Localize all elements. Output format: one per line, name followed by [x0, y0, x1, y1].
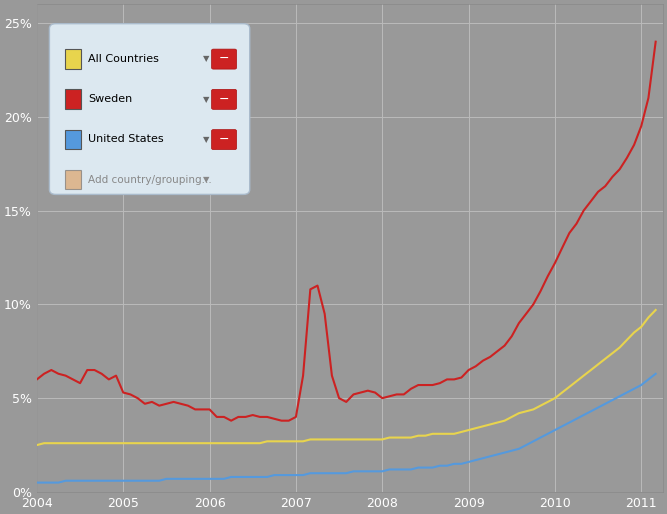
Text: −: −	[219, 133, 229, 146]
Text: −: −	[219, 93, 229, 105]
Text: ▼: ▼	[203, 95, 209, 104]
Text: United States: United States	[88, 134, 164, 144]
Text: ▼: ▼	[203, 54, 209, 63]
FancyBboxPatch shape	[211, 49, 237, 69]
FancyBboxPatch shape	[65, 89, 81, 109]
Text: Add country/grouping...: Add country/grouping...	[88, 175, 212, 185]
Text: ▼: ▼	[203, 135, 209, 144]
FancyBboxPatch shape	[211, 89, 237, 109]
Text: All Countries: All Countries	[88, 54, 159, 64]
FancyBboxPatch shape	[65, 170, 81, 189]
FancyBboxPatch shape	[65, 130, 81, 149]
Text: Sweden: Sweden	[88, 94, 133, 104]
Text: ▼: ▼	[203, 175, 209, 184]
FancyBboxPatch shape	[211, 130, 237, 150]
Text: −: −	[219, 52, 229, 65]
FancyBboxPatch shape	[49, 24, 249, 194]
FancyBboxPatch shape	[65, 49, 81, 68]
